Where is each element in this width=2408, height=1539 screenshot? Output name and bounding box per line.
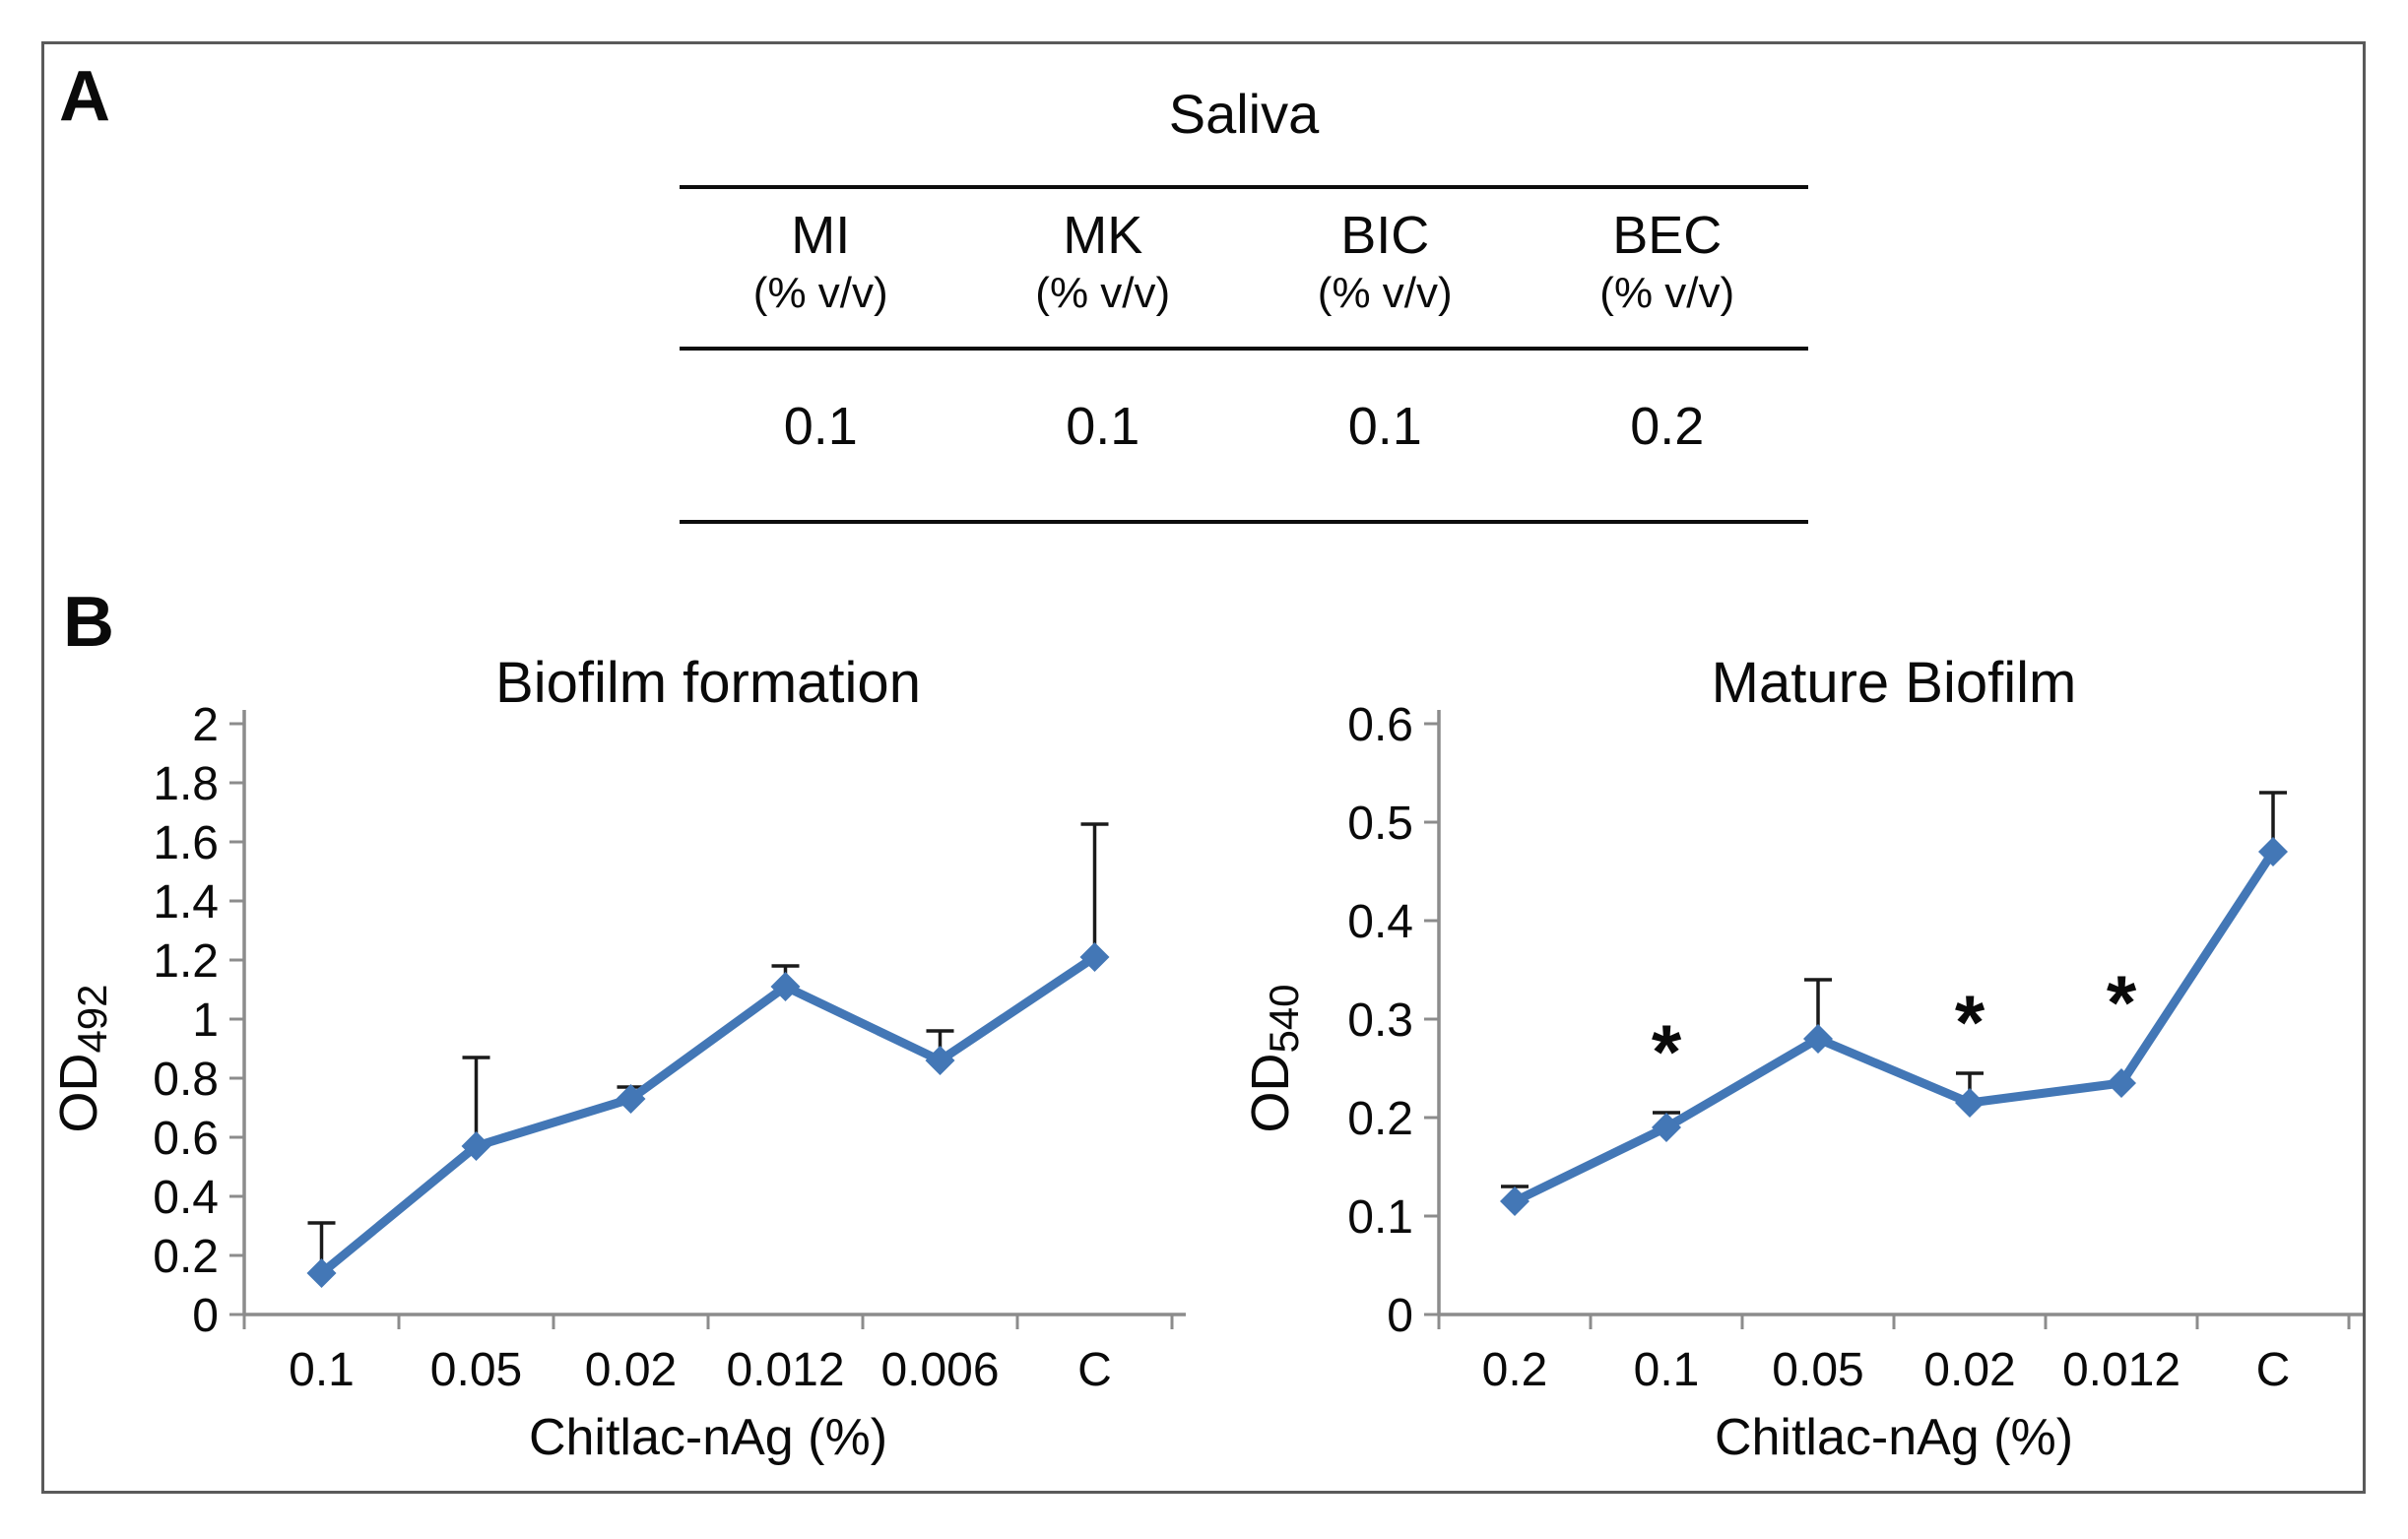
x-tick-label: 0.02	[1923, 1344, 2015, 1396]
data-point-marker	[1803, 1024, 1833, 1054]
y-tick-label: 0.4	[153, 1172, 219, 1224]
x-tick-label: C	[2256, 1344, 2291, 1396]
biofilm-formation-chart: Biofilm formation 0 0.2 0.4 0.6 0.8 1 1.2 1.4 1.6…	[49, 651, 1186, 1466]
table-value-row: 0.1 0.1 0.1 0.2	[680, 351, 1808, 520]
table-rule-middle	[680, 347, 1808, 351]
y-tick-label: 1	[192, 994, 219, 1047]
table-header-row: MI (% v/v) MK (% v/v) BIC (% v/v) BEC (%…	[680, 189, 1808, 347]
table-value-cell: 0.2	[1630, 397, 1705, 456]
x-tick-label: 0.02	[585, 1344, 677, 1396]
table-value-cell: 0.1	[783, 397, 858, 456]
y-tick-label: 0.5	[1347, 798, 1413, 850]
table-header-cell: MI (% v/v)	[680, 205, 962, 321]
x-axis-title: Chitlac-nAg (%)	[529, 1409, 887, 1466]
y-tick-label: 0	[1387, 1290, 1413, 1342]
table-header-cell: MK (% v/v)	[962, 205, 1245, 321]
data-point-marker	[1079, 942, 1110, 972]
significance-asterisk: *	[1955, 979, 1985, 1065]
saliva-table: Saliva MI (% v/v) MK (% v/v) BIC (% v/v)…	[680, 83, 1808, 524]
column-name: BEC	[1612, 206, 1723, 265]
data-point-marker	[616, 1084, 646, 1114]
figure-border	[41, 41, 2366, 1494]
y-tick-label: 1.6	[153, 817, 219, 869]
data-point-marker	[770, 972, 801, 1001]
data-point-marker	[461, 1131, 491, 1161]
column-unit: (% v/v)	[1317, 269, 1453, 317]
x-tick-label: C	[1077, 1344, 1112, 1396]
panel-b-label: B	[63, 583, 114, 662]
y-tick-label: 0.6	[153, 1113, 219, 1165]
y-tick-label: 0.4	[1347, 896, 1413, 948]
column-name: BIC	[1340, 206, 1430, 265]
x-tick-label: 0.2	[1482, 1344, 1548, 1396]
x-tick-label: 0.012	[726, 1344, 844, 1396]
y-axis-title: OD492	[49, 984, 115, 1132]
chart-title: Mature Biofilm	[1712, 651, 2077, 715]
y-tick-label: 0	[192, 1290, 219, 1342]
x-tick-label: 0.05	[430, 1344, 522, 1396]
x-tick-label: 0.05	[1772, 1344, 1863, 1396]
y-tick-label: 0.3	[1347, 994, 1413, 1047]
table-header-cell: BIC (% v/v)	[1244, 205, 1527, 321]
chart-title: Biofilm formation	[495, 651, 921, 715]
y-tick-label: 0.6	[1347, 699, 1413, 751]
column-unit: (% v/v)	[752, 269, 888, 317]
x-axis-title: Chitlac-nAg (%)	[1715, 1409, 2073, 1466]
y-tick-label: 1.4	[153, 876, 219, 929]
table-header-cell: BEC (% v/v)	[1527, 205, 1809, 321]
y-tick-label: 1.8	[153, 758, 219, 810]
y-tick-label: 0.8	[153, 1054, 219, 1106]
table-title: Saliva	[1168, 83, 1320, 145]
y-tick-label: 0.2	[153, 1231, 219, 1283]
y-tick-label: 1.2	[153, 935, 219, 988]
significance-asterisk: *	[1652, 1008, 1682, 1095]
series-line	[317, 952, 1099, 1278]
column-unit: (% v/v)	[1599, 269, 1735, 317]
data-point-marker	[2107, 1068, 2136, 1098]
table-rule-top	[680, 185, 1808, 189]
y-axis-title: OD540	[1241, 984, 1307, 1132]
y-tick-label: 2	[192, 699, 219, 751]
data-point-marker	[1500, 1186, 1529, 1216]
panel-a-label: A	[59, 57, 110, 136]
data-point-marker	[925, 1046, 955, 1075]
x-tick-label: 0.012	[2062, 1344, 2180, 1396]
mature-biofilm-chart: Mature Biofilm 0 0.1 0.2 0.3 0.4 0.5 0.6 0.2 0.1 0…	[1241, 651, 2363, 1466]
table-value-cell: 0.1	[1066, 397, 1140, 456]
table-value-cell: 0.1	[1347, 397, 1422, 456]
data-point-marker	[1955, 1088, 1985, 1118]
significance-asterisk: *	[2107, 959, 2137, 1046]
column-name: MK	[1063, 206, 1143, 265]
column-unit: (% v/v)	[1035, 269, 1171, 317]
data-point-marker	[2258, 837, 2288, 866]
y-tick-label: 0.2	[1347, 1093, 1413, 1145]
data-point-marker	[1652, 1113, 1681, 1142]
x-tick-label: 0.006	[880, 1344, 999, 1396]
series-line	[1510, 847, 2278, 1206]
column-name: MI	[791, 206, 851, 265]
x-tick-label: 0.1	[1634, 1344, 1700, 1396]
table-rule-bottom	[680, 520, 1808, 524]
y-tick-label: 0.1	[1347, 1191, 1413, 1244]
data-point-marker	[306, 1258, 337, 1288]
x-tick-label: 0.1	[289, 1344, 355, 1396]
